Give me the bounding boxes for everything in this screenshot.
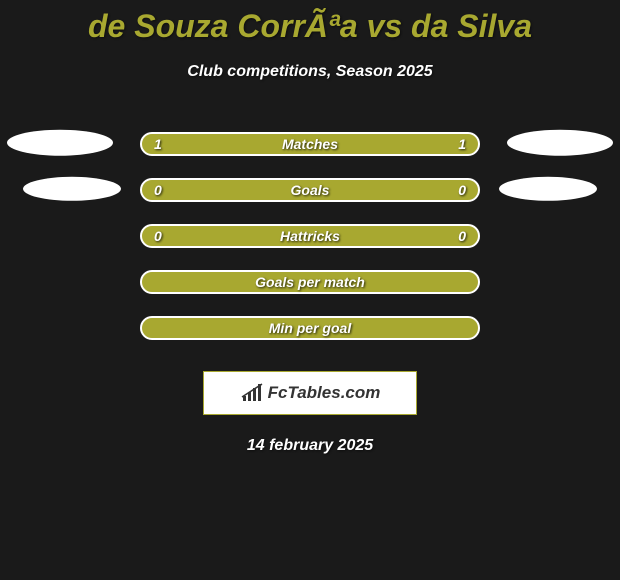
stat-label: Goals xyxy=(291,182,330,198)
stats-area: 1 Matches 1 0 Goals 0 0 Hattricks 0 xyxy=(0,121,620,351)
subtitle: Club competitions, Season 2025 xyxy=(0,63,620,81)
stat-row-goals-per-match: Goals per match xyxy=(0,259,620,305)
stat-row-min-per-goal: Min per goal xyxy=(0,305,620,351)
chart-icon xyxy=(240,383,264,403)
stat-bar: 1 Matches 1 xyxy=(140,132,480,156)
stat-label: Hattricks xyxy=(280,228,340,244)
stat-row-hattricks: 0 Hattricks 0 xyxy=(0,213,620,259)
stat-bar: Min per goal xyxy=(140,316,480,340)
stat-value-left: 0 xyxy=(154,228,162,244)
page-title: de Souza CorrÃªa vs da Silva xyxy=(0,8,620,45)
logo-inner: FcTables.com xyxy=(240,383,381,403)
stat-label: Goals per match xyxy=(255,274,365,290)
stat-value-left: 1 xyxy=(154,136,162,152)
player-left-ellipse xyxy=(23,177,121,201)
logo-box[interactable]: FcTables.com xyxy=(203,371,417,415)
stat-bar: 0 Goals 0 xyxy=(140,178,480,202)
stat-value-left: 0 xyxy=(154,182,162,198)
stat-bar: 0 Hattricks 0 xyxy=(140,224,480,248)
player-right-ellipse xyxy=(499,177,597,201)
logo-text: FcTables.com xyxy=(268,383,381,403)
stat-label: Min per goal xyxy=(269,320,351,336)
stat-bar: Goals per match xyxy=(140,270,480,294)
stat-row-matches: 1 Matches 1 xyxy=(0,121,620,167)
date-text: 14 february 2025 xyxy=(0,437,620,455)
stat-value-right: 1 xyxy=(458,136,466,152)
player-left-ellipse xyxy=(7,130,113,156)
player-right-ellipse xyxy=(507,130,613,156)
stat-value-right: 0 xyxy=(458,182,466,198)
stat-row-goals: 0 Goals 0 xyxy=(0,167,620,213)
stat-label: Matches xyxy=(282,136,338,152)
stat-value-right: 0 xyxy=(458,228,466,244)
